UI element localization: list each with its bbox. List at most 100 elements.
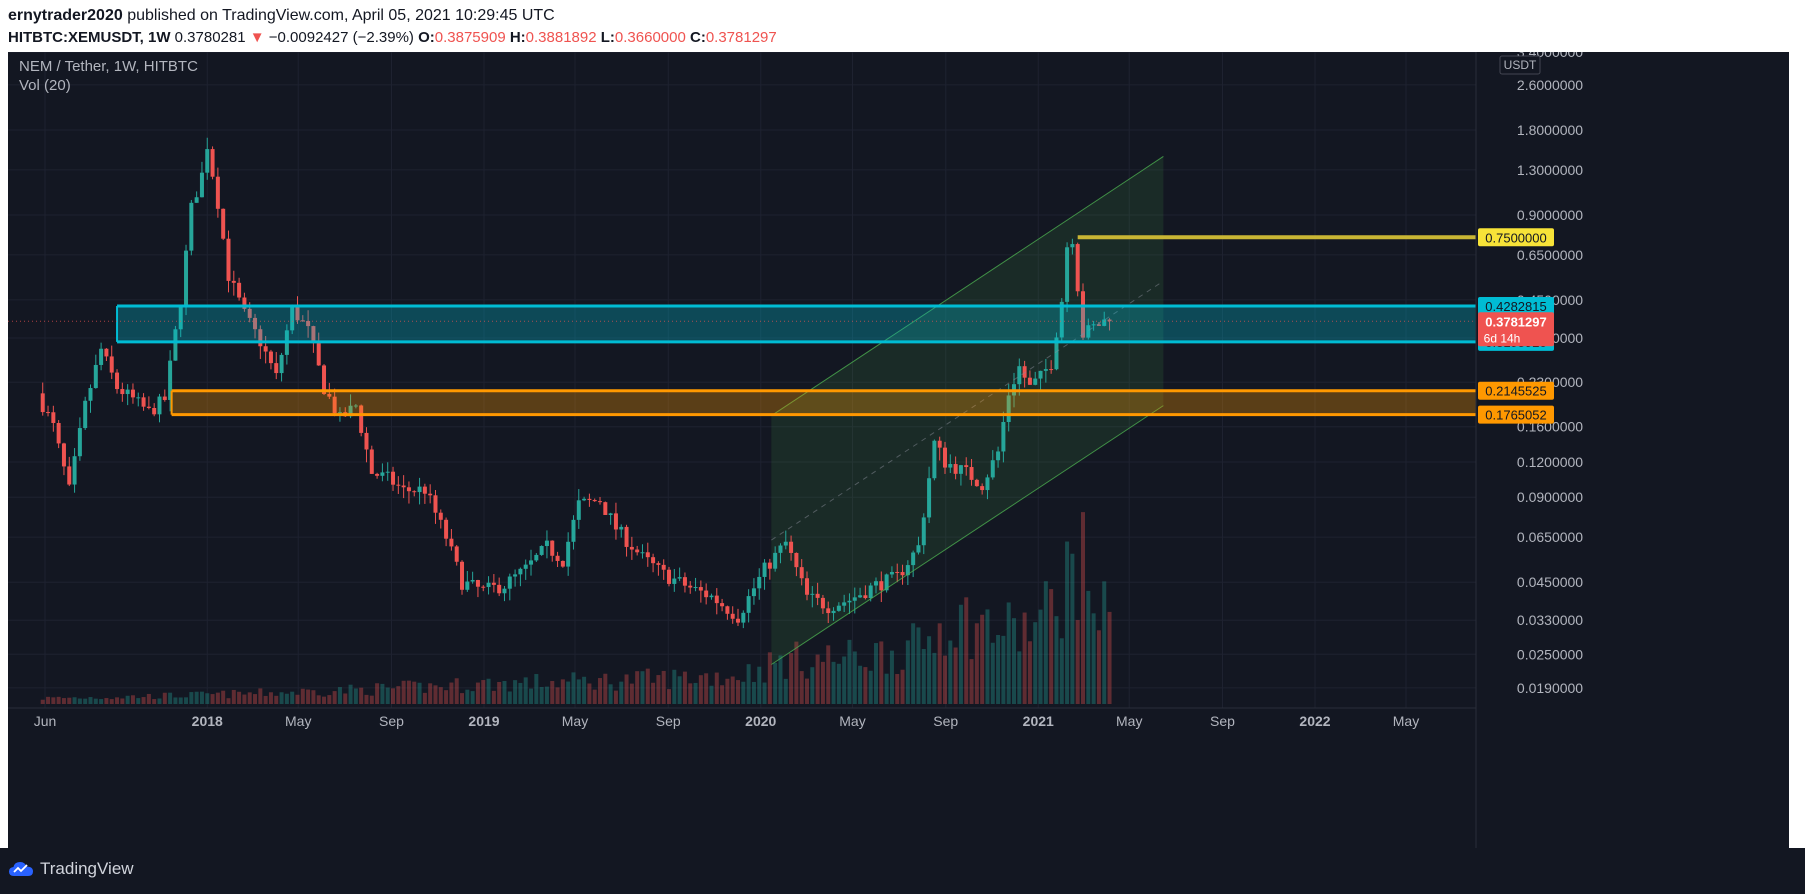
tradingview-logo[interactable]: TradingView [8, 859, 134, 879]
candle-body [932, 440, 937, 479]
candle-body [911, 552, 916, 566]
volume-bar [380, 683, 385, 704]
volume-bar [1096, 630, 1101, 704]
volume-bar [831, 661, 836, 704]
candle-body [226, 238, 231, 281]
candle-body [168, 360, 173, 400]
close-label: C: [689, 29, 706, 46]
candle-body [438, 512, 443, 520]
volume-bar [640, 671, 645, 704]
candle-body [592, 499, 597, 502]
volume-bar [974, 623, 979, 704]
candle-body [863, 595, 868, 599]
volume-bar [189, 692, 194, 704]
candle-body [810, 593, 815, 595]
publish-header: ernytrader2020 published on TradingView.… [0, 0, 1805, 52]
candle-body [990, 460, 995, 478]
chart-area[interactable]: 3.4000000 2.6000000 1.8000000 1.3000000 0.90… [8, 52, 1789, 848]
candle-body [337, 412, 342, 414]
candle-body [884, 574, 889, 591]
volume-bar [858, 665, 863, 704]
volume-bar [300, 688, 305, 704]
candle-body [550, 540, 555, 556]
candle-body [836, 605, 841, 611]
candle-body [783, 541, 788, 546]
candle-body [332, 396, 337, 414]
volume-bar [698, 675, 703, 704]
volume-bar [428, 683, 433, 704]
candle-body [253, 317, 258, 330]
candle-body [72, 456, 77, 485]
volume-bar [523, 677, 528, 704]
volume-bar [247, 692, 252, 704]
candle-body [93, 364, 98, 389]
volume-bar [353, 688, 358, 704]
volume-bar [475, 682, 480, 704]
volume-bar [571, 672, 576, 704]
candle-body [290, 304, 295, 331]
volume-bar [826, 645, 831, 704]
volume-bar [83, 698, 88, 704]
candle-body [152, 407, 157, 415]
candle-body [104, 348, 109, 357]
volume-bar [460, 693, 465, 704]
candle-body [714, 595, 719, 604]
volume-bar [231, 689, 236, 704]
candle-body [199, 172, 204, 198]
tradingview-cloud-icon [9, 862, 33, 876]
candle-body [799, 567, 804, 579]
candle-body [46, 412, 51, 414]
price-chart[interactable]: 3.4000000 2.6000000 1.8000000 1.3000000 0.90… [8, 52, 1789, 848]
volume-bar [274, 695, 279, 704]
time-tick-label: Sep [379, 713, 404, 729]
candle-body [221, 208, 226, 239]
candle-body [1033, 378, 1038, 385]
price-tick-label: 0.0250000 [1517, 646, 1583, 662]
volume-bar [651, 682, 656, 704]
time-tick-label: 2018 [192, 713, 223, 729]
volume-bar [937, 623, 942, 704]
candle-body [651, 557, 656, 564]
author-name[interactable]: ernytrader2020 [8, 7, 123, 24]
candle-body [831, 610, 836, 614]
volume-bar [263, 695, 268, 704]
close-value: 0.3781297 [705, 29, 777, 46]
candle-body [974, 479, 979, 487]
candle-body [364, 432, 369, 450]
price-tick-label: 1.3000000 [1517, 162, 1583, 178]
low-label: L: [600, 29, 615, 46]
volume-bar [842, 656, 847, 704]
candle-body [146, 406, 151, 408]
candle-body [778, 545, 783, 553]
candle-body [295, 304, 300, 321]
volume-bar [449, 682, 454, 704]
publish-info: ernytrader2020 published on TradingView.… [8, 7, 555, 25]
low-value: 0.3660000 [614, 29, 686, 46]
candle-body [937, 440, 942, 448]
candle-body [534, 554, 539, 561]
volume-bar [714, 672, 719, 704]
candle-body [109, 356, 114, 373]
candle-body [757, 576, 762, 589]
volume-bar [805, 678, 810, 704]
candle-body [889, 571, 894, 575]
candle-body [497, 584, 502, 594]
volume-bar [905, 640, 910, 704]
candle-body [1086, 325, 1091, 338]
volume-bar [927, 636, 932, 704]
volume-bar [566, 681, 571, 704]
volume-bar [199, 691, 204, 704]
time-tick-label: May [562, 713, 588, 729]
candle-body [576, 500, 581, 520]
candle-body [258, 329, 263, 347]
volume-bar [316, 695, 321, 704]
candle-body [194, 197, 199, 203]
volume-bar [513, 680, 518, 704]
candle-body [943, 447, 948, 468]
candle-body [444, 519, 449, 539]
candle-body [306, 320, 311, 327]
volume-bar [539, 687, 544, 704]
candle-body [491, 582, 496, 585]
candle-body [693, 587, 698, 589]
volume-bar [1065, 541, 1070, 704]
